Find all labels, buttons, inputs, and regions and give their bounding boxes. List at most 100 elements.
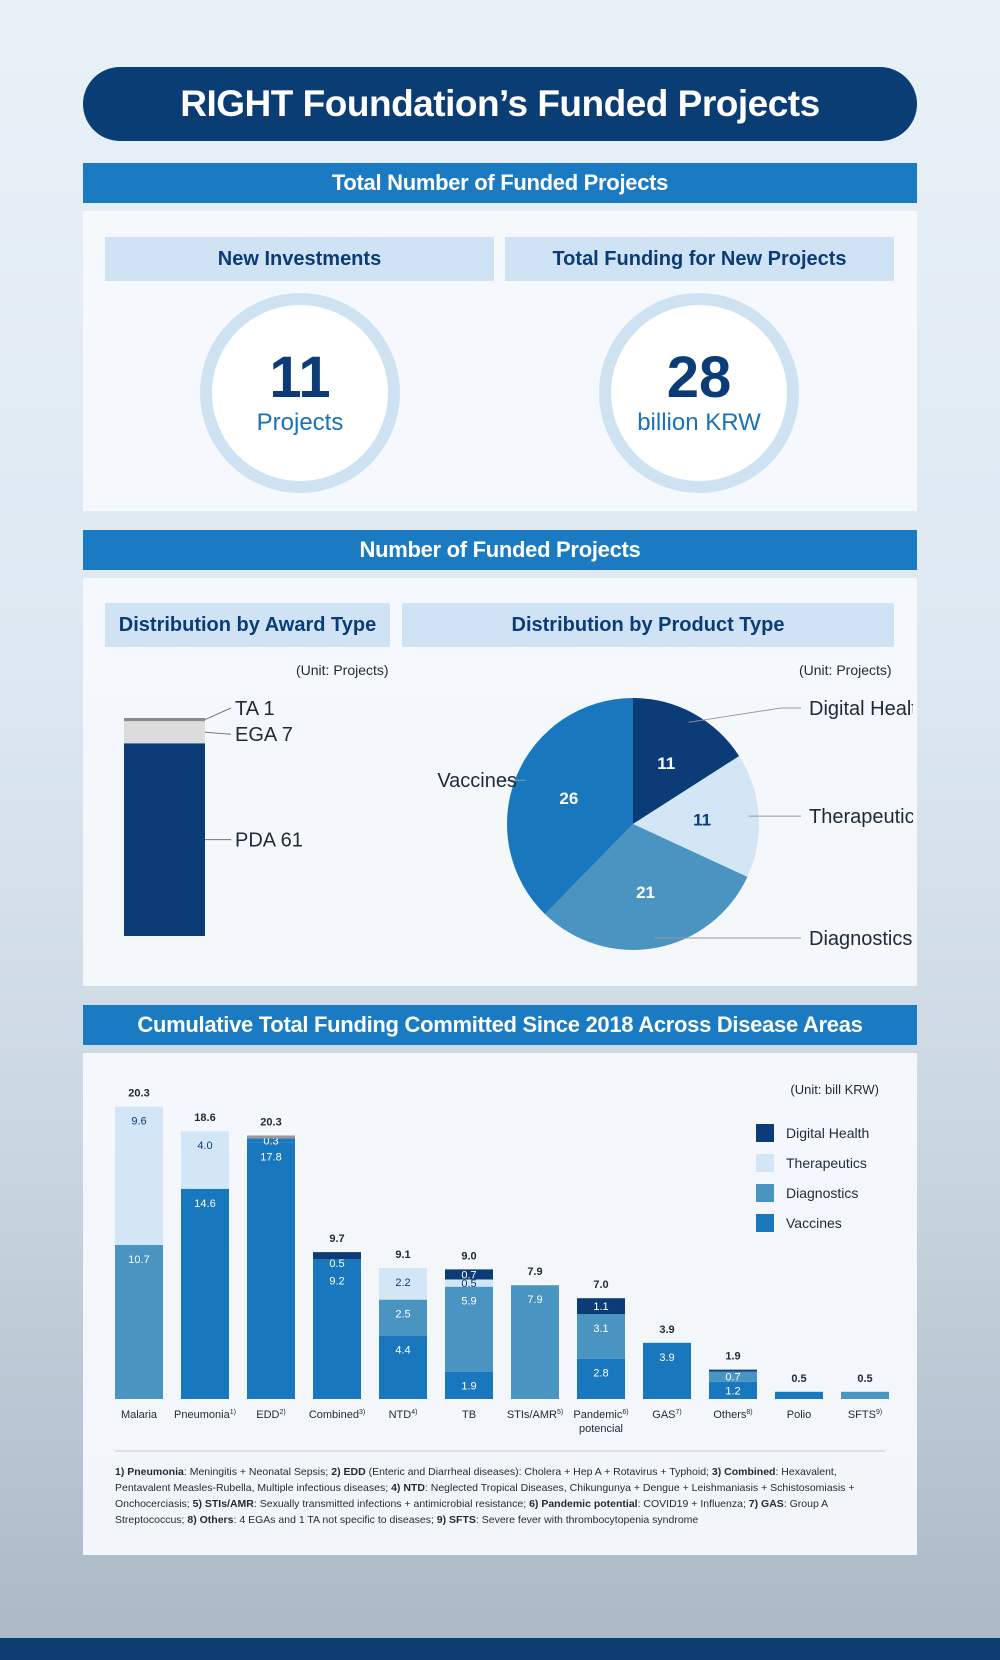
award-bar-ta (124, 718, 205, 722)
footnote-term-6: 7) GAS (748, 1498, 784, 1510)
bar-pandemic-seg-2 (577, 1298, 625, 1315)
footnote-term-2: 3) Combined (711, 1466, 776, 1478)
page-title: RIGHT Foundation’s Funded Projects (83, 67, 917, 141)
footnote-term-0: 1) Pneumonia (115, 1466, 184, 1478)
bar-malaria-seg-0-label: 10.7 (128, 1254, 149, 1266)
bar-ntd-seg-1-label: 2.5 (395, 1309, 410, 1321)
bar-sfts-category: SFTS9) (848, 1409, 882, 1421)
new-investments-value: 11 (269, 345, 331, 410)
bottom-bar (0, 1638, 1000, 1660)
legend-swatch-therapeutics (756, 1154, 774, 1172)
award-type-header: Distribution by Award Type (105, 603, 390, 647)
section-funded-title: Number of Funded Projects (83, 530, 917, 570)
bar-others-category: Others8) (713, 1409, 752, 1421)
bar-polio-seg-0 (775, 1391, 823, 1399)
footnote-term-4: 5) STIs/AMR (192, 1498, 254, 1510)
bar-ntd-seg-0-label: 4.4 (395, 1345, 410, 1357)
footnote-text-5: : COVID19 + Influenza; (637, 1498, 749, 1510)
footnote-term-5: 6) Pandemic potential (529, 1498, 638, 1510)
legend-swatch-vaccines (756, 1214, 774, 1232)
total-funding-unit: billion KRW (637, 409, 761, 436)
bar-stis-amr-category: STIs/AMR5) (507, 1409, 563, 1421)
pie-label-digital-health: Digital Health (809, 698, 913, 720)
footnote-term-7: 8) Others (187, 1514, 234, 1526)
legend-label-vaccines: Vaccines (786, 1215, 842, 1231)
bar-tb-seg-2-label: 0.5 (461, 1278, 476, 1290)
cumulative-funding-chart: (Unit: bill KRW) 10.7 9.6 20.3 Malaria 14.6 4.… (115, 1082, 889, 1452)
bar-pneumonia-total: 18.6 (194, 1112, 215, 1124)
bar-pandemic-category-line2: potencial (579, 1423, 623, 1435)
award-leader-ta (204, 707, 232, 721)
bar-stis-amr-seg-0 (511, 1285, 559, 1399)
bar-tb-seg-3-label: 0.7 (461, 1269, 476, 1281)
bar-polio-category: Polio (787, 1409, 811, 1421)
footnote-term-1: 2) EDD (331, 1466, 366, 1478)
product-type-header: Distribution by Product Type (402, 603, 894, 647)
footnote-text-1: (Enteric and Diarrheal diseases): Choler… (365, 1466, 712, 1478)
bar-ntd-category: NTD4) (389, 1409, 418, 1421)
bar-pandemic-category: Pandemic6) (573, 1409, 628, 1421)
pie-label-diagnostics: Diagnostics (809, 928, 912, 950)
new-investments-header: New Investments (105, 237, 494, 281)
award-label-pda: PDA 61 (235, 830, 303, 852)
footnote-text-8: : Severe fever with thrombocytopenia syn… (475, 1514, 699, 1526)
bar-tb-seg-0 (445, 1371, 493, 1399)
legend-swatch-diagnostics (756, 1184, 774, 1202)
footnotes: 1) Pneumonia: Meningitis + Neonatal Seps… (115, 1464, 891, 1528)
bar-tb-seg-3 (445, 1269, 493, 1280)
bar-others-seg-0 (709, 1381, 757, 1399)
total-funding-circle: 28 billion KRW (599, 293, 799, 493)
bar-others-total: 1.9 (725, 1351, 740, 1363)
legend-label-therapeutics: Therapeutics (786, 1155, 867, 1171)
bar-others-seg-1-label: 0.7 (725, 1372, 740, 1384)
bar-combined-category: Combined3) (309, 1409, 365, 1421)
award-bar-ega (124, 721, 205, 744)
product-type-chart: 11 Digital Health 11 Therapeutics 21 Diagnost… (437, 698, 913, 950)
bar-combined-seg-2 (313, 1252, 361, 1260)
bar-tb-seg-0-label: 1.9 (461, 1380, 476, 1392)
pie-label-vaccines: Vaccines (437, 770, 517, 792)
bar-pneumonia-category: Pneumonia1) (174, 1409, 236, 1421)
pie-slice-therapeutics (633, 756, 759, 877)
bar-unit-note: (Unit: bill KRW) (790, 1082, 879, 1097)
footnote-term-8: 9) SFTS (436, 1514, 476, 1526)
bar-edd-total: 20.3 (260, 1116, 281, 1128)
bar-combined-seg-1 (313, 1259, 361, 1267)
legend-label-diagnostics: Diagnostics (786, 1185, 858, 1201)
section-total-panel: New Investments Total Funding for New Pr… (83, 211, 917, 511)
bar-pneumonia-seg-1 (181, 1131, 229, 1189)
bar-pneumonia-seg-0 (181, 1188, 229, 1399)
pie-value-vaccines: 26 (559, 789, 578, 808)
bar-tb-seg-2 (445, 1279, 493, 1287)
bar-pandemic-seg-1 (577, 1314, 625, 1359)
bar-pandemic-total: 7.0 (593, 1279, 608, 1291)
pie-slice-vaccines (507, 698, 633, 915)
bar-stis-amr-seg-0-label: 7.9 (527, 1294, 542, 1306)
bar-tb-seg-1 (445, 1286, 493, 1372)
legend-swatch-digital-health (756, 1124, 774, 1142)
pie-slice-digital-health (633, 698, 740, 824)
bar-others-seg-2 (709, 1369, 757, 1372)
section-cumulative-title: Cumulative Total Funding Committed Since… (83, 1005, 917, 1045)
footnote-text-6: : Group A Streptococcus; (115, 1498, 828, 1526)
pie-slice-diagnostics (544, 824, 748, 950)
bar-pneumonia-seg-1-label: 4.0 (197, 1140, 212, 1152)
footnote-text-4: : Sexually transmitted infections + anti… (253, 1498, 530, 1510)
bar-ntd-total: 9.1 (395, 1249, 410, 1261)
section-total-title: Total Number of Funded Projects (83, 163, 917, 203)
bar-stis-amr-total: 7.9 (527, 1266, 542, 1278)
footnote-text-2: : Hexavalent, Pentavalent Measles-Rubell… (115, 1466, 837, 1494)
pie-value-digital-health: 11 (657, 754, 675, 773)
bar-sfts-seg-0 (841, 1391, 889, 1399)
pie-value-therapeutics: 11 (693, 810, 711, 829)
bar-gas-seg-0 (643, 1342, 691, 1399)
bar-malaria-category: Malaria (121, 1409, 158, 1421)
bar-tb-seg-1-label: 5.9 (461, 1296, 476, 1308)
bar-malaria-seg-0 (115, 1244, 163, 1399)
bar-edd-seg-0 (247, 1142, 295, 1399)
award-type-chart: PDA 61 EGA 7 TA 1 (124, 698, 303, 936)
bar-gas-seg-0-label: 3.9 (659, 1352, 674, 1364)
bar-combined-seg-0 (313, 1266, 361, 1399)
award-unit-note: (Unit: Projects) (296, 662, 389, 678)
footnote-text-7: : 4 EGAs and 1 TA not specific to diseas… (233, 1514, 437, 1526)
